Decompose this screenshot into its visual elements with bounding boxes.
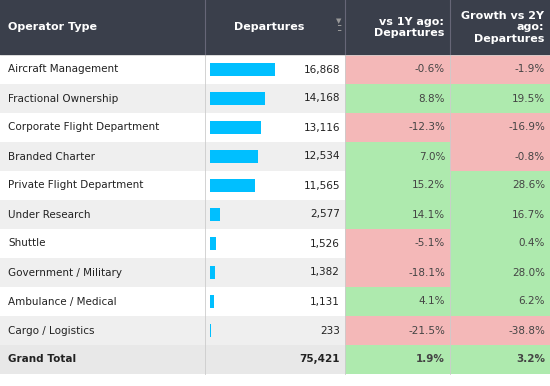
Text: 0.4%: 0.4% [519, 239, 545, 249]
Text: 1,131: 1,131 [310, 296, 340, 306]
Bar [210, 324, 211, 337]
Text: -0.8%: -0.8% [515, 151, 545, 161]
Text: -16.9%: -16.9% [508, 122, 545, 132]
Bar [345, 171, 450, 200]
Text: vs 1Y ago:
Departures: vs 1Y ago: Departures [373, 17, 444, 38]
Text: Private Flight Department: Private Flight Department [8, 181, 144, 191]
Bar [210, 151, 258, 163]
Text: Corporate Flight Department: Corporate Flight Department [8, 122, 159, 132]
Text: 1,382: 1,382 [310, 267, 340, 278]
Text: ━: ━ [337, 24, 340, 29]
Text: -21.5%: -21.5% [408, 325, 445, 335]
Bar [345, 55, 450, 84]
Bar [345, 287, 450, 316]
Bar [450, 287, 550, 316]
Bar [0, 316, 345, 345]
Bar [450, 113, 550, 142]
Bar [210, 63, 275, 76]
Bar [210, 122, 261, 134]
Text: Under Research: Under Research [8, 210, 91, 220]
Text: -1.9%: -1.9% [515, 64, 545, 74]
Text: Ambulance / Medical: Ambulance / Medical [8, 296, 117, 306]
Text: -0.6%: -0.6% [415, 64, 445, 74]
Bar [0, 287, 345, 316]
Bar [0, 171, 345, 200]
Text: Branded Charter: Branded Charter [8, 151, 95, 161]
Text: 13,116: 13,116 [304, 122, 340, 132]
Text: 1,526: 1,526 [310, 239, 340, 249]
Text: Cargo / Logistics: Cargo / Logistics [8, 325, 95, 335]
Text: 12,534: 12,534 [304, 151, 340, 161]
Text: 8.8%: 8.8% [419, 93, 445, 103]
Bar [345, 142, 450, 171]
Bar [0, 113, 345, 142]
Bar [210, 208, 220, 220]
Text: ▼: ▼ [336, 19, 342, 24]
Text: -5.1%: -5.1% [415, 239, 445, 249]
Bar [450, 84, 550, 113]
Bar [0, 142, 345, 171]
Bar [345, 345, 450, 374]
Text: 11,565: 11,565 [304, 181, 340, 191]
Bar [450, 316, 550, 345]
Text: -12.3%: -12.3% [408, 122, 445, 132]
Text: 2,577: 2,577 [310, 210, 340, 220]
Text: 233: 233 [320, 325, 340, 335]
Text: 15.2%: 15.2% [412, 181, 445, 191]
Bar [0, 229, 345, 258]
Bar [210, 237, 216, 250]
Bar [450, 200, 550, 229]
Text: Shuttle: Shuttle [8, 239, 46, 249]
Bar [450, 258, 550, 287]
Bar [345, 316, 450, 345]
Bar [0, 200, 345, 229]
Text: 1.9%: 1.9% [416, 354, 445, 364]
Bar [345, 84, 450, 113]
Text: 75,421: 75,421 [300, 354, 340, 364]
Bar [210, 92, 265, 105]
Text: Operator Type: Operator Type [8, 22, 97, 32]
Bar [210, 179, 255, 191]
Bar [210, 266, 216, 279]
Bar [450, 142, 550, 171]
Bar [0, 55, 345, 84]
Bar [450, 55, 550, 84]
Bar [345, 200, 450, 229]
Bar [345, 229, 450, 258]
Bar [0, 258, 345, 287]
Bar [0, 84, 345, 113]
Text: 3.2%: 3.2% [516, 354, 545, 364]
Text: 19.5%: 19.5% [512, 93, 545, 103]
Text: 28.6%: 28.6% [512, 181, 545, 191]
Bar [210, 295, 214, 308]
Text: Grand Total: Grand Total [8, 354, 76, 364]
Text: Growth vs 2Y
ago:
Departures: Growth vs 2Y ago: Departures [461, 11, 544, 44]
Text: -38.8%: -38.8% [508, 325, 545, 335]
Text: Departures: Departures [234, 22, 304, 32]
Text: -18.1%: -18.1% [408, 267, 445, 278]
Bar [450, 345, 550, 374]
Bar [345, 258, 450, 287]
Text: 28.0%: 28.0% [512, 267, 545, 278]
Bar [0, 0, 550, 55]
Text: ━: ━ [337, 29, 340, 34]
Bar [345, 113, 450, 142]
Bar [0, 345, 345, 374]
Text: 14,168: 14,168 [304, 93, 340, 103]
Text: 16,868: 16,868 [304, 64, 340, 74]
Bar [450, 229, 550, 258]
Text: Fractional Ownership: Fractional Ownership [8, 93, 118, 103]
Text: Aircraft Management: Aircraft Management [8, 64, 118, 74]
Text: 14.1%: 14.1% [412, 210, 445, 220]
Text: 7.0%: 7.0% [419, 151, 445, 161]
Text: 16.7%: 16.7% [512, 210, 545, 220]
Text: Government / Military: Government / Military [8, 267, 122, 278]
Text: 4.1%: 4.1% [419, 296, 445, 306]
Text: 6.2%: 6.2% [519, 296, 545, 306]
Bar [450, 171, 550, 200]
